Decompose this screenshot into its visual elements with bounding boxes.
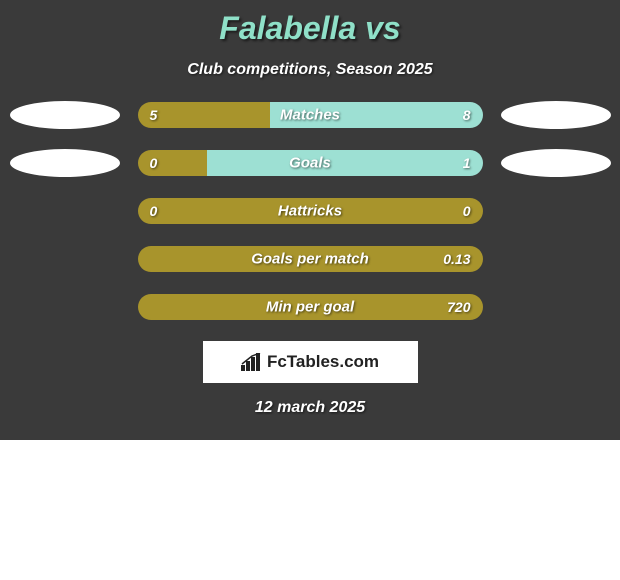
- stat-bar: Goals01: [138, 150, 483, 176]
- spacer: [10, 293, 120, 321]
- bar-left-segment: [138, 198, 483, 224]
- page-title: Falabella vs: [0, 10, 620, 47]
- bar-left-segment: [138, 294, 483, 320]
- spacer: [10, 197, 120, 225]
- date-text: 12 march 2025: [0, 399, 620, 417]
- stat-row: Hattricks00: [0, 197, 620, 225]
- stat-bar: Goals per match0.13: [138, 246, 483, 272]
- stat-row: Matches58: [0, 101, 620, 129]
- spacer: [10, 245, 120, 273]
- stat-bar: Hattricks00: [138, 198, 483, 224]
- spacer: [501, 245, 611, 273]
- subtitle: Club competitions, Season 2025: [0, 61, 620, 79]
- stat-bar: Matches58: [138, 102, 483, 128]
- stat-rows: Matches58 Goals01 Hattricks00 Goals per mat…: [0, 101, 620, 321]
- brand-box[interactable]: FcTables.com: [203, 341, 418, 383]
- spacer: [501, 293, 611, 321]
- stat-bar: Min per goal720: [138, 294, 483, 320]
- bar-left-segment: [138, 102, 271, 128]
- bar-left-segment: [138, 246, 483, 272]
- team-right-marker: [501, 101, 611, 129]
- stat-row: Goals01: [0, 149, 620, 177]
- stats-panel: Falabella vs Club competitions, Season 2…: [0, 0, 620, 440]
- bar-right-segment: [270, 102, 482, 128]
- team-left-marker: [10, 101, 120, 129]
- team-left-marker: [10, 149, 120, 177]
- bar-right-segment: [207, 150, 483, 176]
- stat-row: Min per goal720: [0, 293, 620, 321]
- bar-left-segment: [138, 150, 207, 176]
- stat-row: Goals per match0.13: [0, 245, 620, 273]
- chart-icon: [241, 353, 263, 371]
- team-right-marker: [501, 149, 611, 177]
- brand-text: FcTables.com: [267, 352, 379, 372]
- spacer: [501, 197, 611, 225]
